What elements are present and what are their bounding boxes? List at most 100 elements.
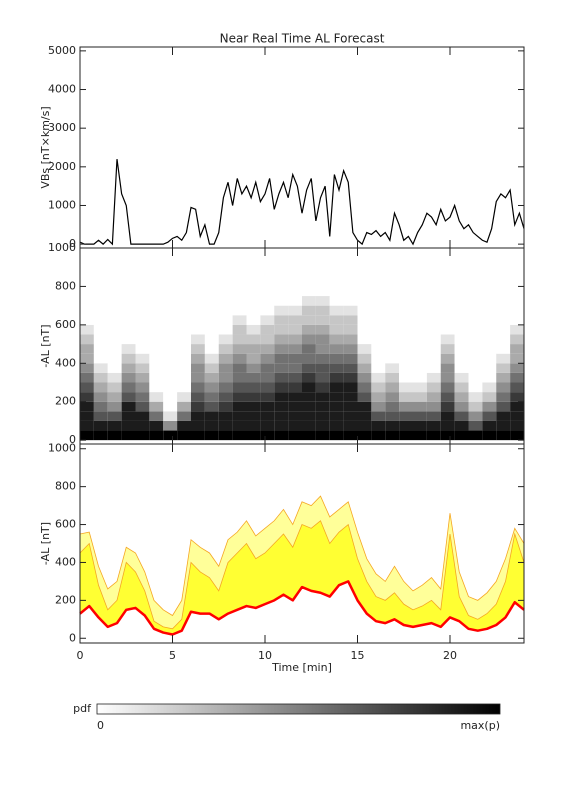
heat-cell: [121, 315, 136, 325]
heat-cell: [80, 286, 94, 297]
heat-cell: [149, 363, 164, 373]
heat-cell: [246, 363, 261, 373]
heat-cell: [232, 411, 247, 421]
heat-cell: [482, 315, 497, 325]
heat-cell: [135, 392, 150, 402]
heat-cell: [454, 382, 469, 393]
heat-cell: [302, 430, 316, 441]
heat-cell: [315, 382, 330, 393]
heat-cell: [260, 411, 275, 421]
heat-cell: [357, 296, 372, 306]
heat-cell: [149, 305, 164, 316]
heat-cell: [399, 392, 413, 402]
heat-cell: [343, 305, 358, 316]
heat-cell: [80, 430, 94, 441]
heat-cell: [204, 382, 219, 393]
heat-cell: [177, 430, 191, 441]
heat-cell: [440, 411, 455, 421]
heat-cell: [107, 420, 122, 431]
heat-cell: [80, 315, 94, 325]
heat-cell: [315, 334, 330, 345]
y-tick-label: 800: [55, 279, 76, 292]
heat-cell: [315, 392, 330, 402]
heat-cell: [274, 363, 289, 373]
heat-cell: [454, 353, 469, 364]
heat-cell: [135, 372, 150, 383]
heat-cell: [218, 392, 233, 402]
heat-cell: [302, 305, 316, 316]
heat-cell: [440, 315, 455, 325]
heat-cell: [329, 324, 344, 335]
heat-cell: [218, 286, 233, 297]
heat-cell: [329, 286, 344, 297]
heat-cell: [191, 420, 205, 431]
heat-cell: [496, 315, 511, 325]
heat-cell: [496, 344, 511, 354]
heat-cell: [413, 401, 427, 412]
heat-cell: [135, 286, 150, 297]
heat-cell: [440, 334, 455, 345]
y-tick-label: 0: [69, 433, 76, 446]
heat-cell: [385, 305, 400, 316]
heat-cell: [385, 344, 400, 354]
y-tick-label: 200: [55, 593, 76, 606]
heat-cell: [510, 420, 524, 431]
heat-cell: [260, 363, 275, 373]
heat-cell: [163, 344, 178, 354]
heat-cell: [315, 363, 330, 373]
heat-cell: [399, 363, 413, 373]
heat-cell: [413, 324, 427, 335]
heat-cell: [399, 430, 413, 441]
heat-cell: [204, 392, 219, 402]
heat-cell: [246, 401, 261, 412]
heat-cell: [357, 344, 372, 354]
heat-cell: [149, 430, 164, 441]
heat-cell: [246, 392, 261, 402]
y-tick-label: 0: [69, 631, 76, 644]
heat-cell: [329, 315, 344, 325]
heat-cell: [246, 411, 261, 421]
heat-cell: [163, 382, 178, 393]
heat-cell: [454, 392, 469, 402]
heat-cell: [482, 324, 497, 335]
colorbar-label: pdf: [73, 702, 92, 715]
heat-cell: [371, 420, 386, 431]
heat-cell: [93, 372, 108, 383]
heat-cell: [93, 344, 108, 354]
heat-cell: [274, 324, 289, 335]
heat-cell: [343, 334, 358, 345]
heat-cell: [204, 296, 219, 306]
heat-cell: [163, 324, 178, 335]
heat-cell: [399, 296, 413, 306]
heat-cell: [274, 392, 289, 402]
heat-cell: [385, 363, 400, 373]
heat-cell: [149, 411, 164, 421]
heat-cell: [413, 363, 427, 373]
heat-cell: [107, 324, 122, 335]
heat-cell: [80, 382, 94, 393]
heat-cell: [496, 401, 511, 412]
heat-cell: [315, 430, 330, 441]
heat-cell: [510, 372, 524, 383]
heat-cell: [260, 392, 275, 402]
y-axis-label: VBs [nT×km/s]: [39, 106, 52, 188]
heat-cell: [468, 372, 483, 383]
heat-cell: [357, 353, 372, 364]
heat-cell: [246, 420, 261, 431]
heat-cell: [149, 315, 164, 325]
heat-cell: [426, 401, 441, 412]
y-tick-label: 1000: [48, 241, 76, 254]
heat-cell: [385, 430, 400, 441]
heat-cell: [121, 420, 136, 431]
panel: 0 200 400 600 800 1000 -AL [nT]: [39, 241, 525, 446]
heat-cell: [177, 315, 191, 325]
heat-cell: [413, 334, 427, 345]
heat-cell: [218, 411, 233, 421]
heat-cell: [385, 401, 400, 412]
heat-cell: [288, 334, 302, 345]
heat-cell: [510, 353, 524, 364]
heat-cell: [93, 392, 108, 402]
heat-cell: [496, 382, 511, 393]
heat-cell: [399, 324, 413, 335]
heat-cell: [413, 411, 427, 421]
